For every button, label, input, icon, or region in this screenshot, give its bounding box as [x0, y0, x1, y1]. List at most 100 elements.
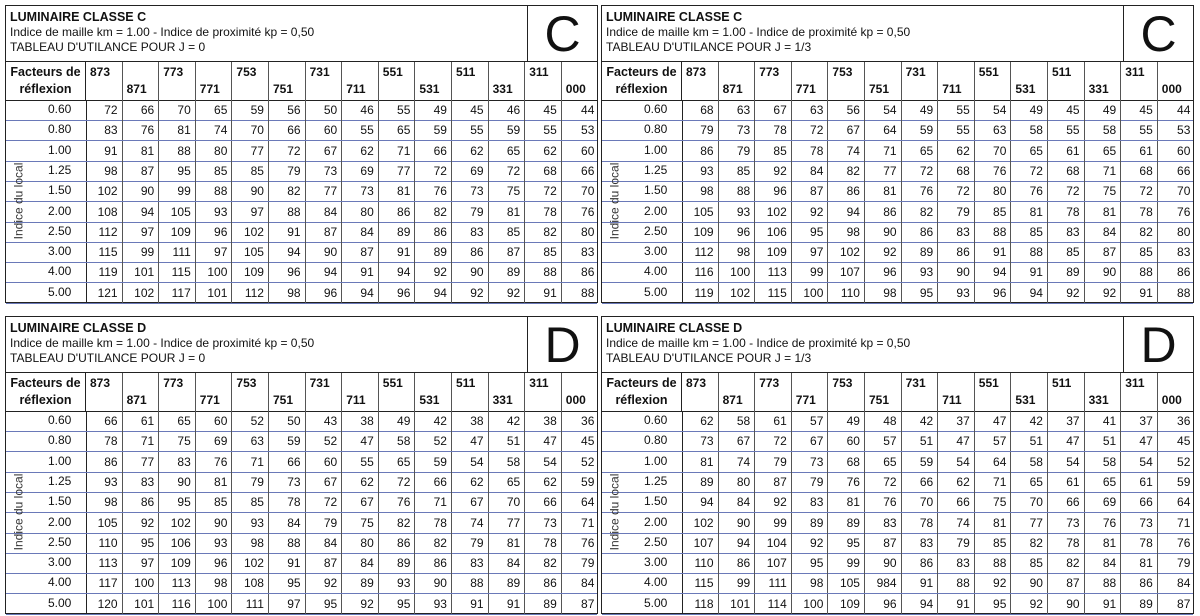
- table-cell: 85: [719, 160, 756, 181]
- table-cell: 99: [159, 181, 196, 202]
- table-cell: 72: [269, 140, 306, 161]
- table-cell: 61: [1048, 140, 1085, 161]
- room-index: 0.60: [48, 102, 72, 116]
- table-cell: 93: [196, 532, 233, 553]
- table-cell: 72: [755, 431, 792, 452]
- table-cell: 78: [1121, 532, 1158, 553]
- table-cell: 50: [306, 100, 343, 120]
- table-cell: 84: [269, 512, 306, 533]
- table-cell: 93: [902, 262, 939, 283]
- table-cell: 83: [938, 553, 975, 574]
- table-cell: 98: [86, 492, 123, 513]
- table-cell: 83: [1048, 221, 1085, 242]
- table-cell: 49: [415, 100, 452, 120]
- room-index: 0.60: [644, 413, 668, 427]
- table-cell: 56: [828, 100, 865, 120]
- column-header: 511: [452, 62, 489, 100]
- table-cell: 60: [828, 431, 865, 452]
- table-cell: 91: [452, 593, 489, 614]
- table-cell: 91: [1121, 282, 1158, 303]
- table-cell: 65: [379, 120, 416, 141]
- table-cell: 97: [792, 242, 829, 263]
- table-cell: 99: [828, 553, 865, 574]
- table-cell: 115: [86, 242, 123, 263]
- table-cell: 73: [269, 471, 306, 492]
- column-header: 771: [792, 62, 829, 100]
- table-cell: 74: [719, 451, 756, 472]
- table-cell: 63: [719, 100, 756, 120]
- table-cell: 90: [452, 262, 489, 283]
- table-cell: 72: [1121, 181, 1158, 202]
- table-cell: 117: [86, 573, 123, 594]
- column-header: 711: [342, 373, 379, 411]
- table-cell: 47: [1121, 431, 1158, 452]
- table-cell: 86: [415, 553, 452, 574]
- table-cell: 69: [1085, 492, 1122, 513]
- table-cell: 81: [159, 120, 196, 141]
- table-cell: 115: [755, 282, 792, 303]
- column-header: 873: [86, 373, 123, 411]
- table-cell: 92: [342, 593, 379, 614]
- table-cell: 76: [1177, 535, 1191, 550]
- table-cell: 80: [342, 532, 379, 553]
- table-cell: 81: [975, 512, 1012, 533]
- table-cell: 109: [682, 221, 719, 242]
- table-cell: 95: [902, 282, 939, 303]
- room-index: 1.25: [48, 473, 72, 488]
- luminaire-class-letter: D: [527, 317, 597, 373]
- table-cell: 82: [1121, 221, 1158, 242]
- table-cell: 77: [489, 512, 526, 533]
- table-header: LUMINAIRE CLASSE C Indice de maille km =…: [602, 6, 1123, 62]
- table-cell: 84: [342, 221, 379, 242]
- table-cell: 59: [415, 120, 452, 141]
- table-cell: 38: [525, 411, 562, 431]
- table-cell: 44: [581, 103, 595, 117]
- table-cell: 100: [196, 593, 233, 614]
- table-row: 4.00 119 101 115 100 109 96 94 91 94 92 90 89 88 86: [6, 262, 597, 284]
- table-cell: 78: [269, 492, 306, 513]
- table-cell: 59: [232, 100, 269, 120]
- table-cell: 71: [1085, 160, 1122, 181]
- side-label: Indice du local: [8, 411, 28, 613]
- table-cell: 65: [1085, 140, 1122, 161]
- table-cell: 109: [755, 242, 792, 263]
- room-index: 4.00: [644, 264, 668, 279]
- column-header: 751: [269, 62, 306, 100]
- table-cell: 38: [452, 411, 489, 431]
- table-cell: 89: [902, 242, 939, 263]
- table-cell: 82: [415, 201, 452, 222]
- table-cell: 72: [902, 160, 939, 181]
- table-j-label: TABLEAU D'UTILANCE POUR J = 0: [10, 351, 206, 365]
- table-row: 2.00 105 93 102 92 94 86 82 79 85 81 78 81 78 76: [602, 201, 1193, 223]
- table-row: 2.50 110 95 106 93 98 88 84 80 86 82 79 81 78 76: [6, 532, 597, 554]
- table-cell: 70: [489, 492, 526, 513]
- header-label-line-2: réflexion: [19, 82, 72, 96]
- room-index: 1.50: [644, 494, 668, 509]
- table-row: 1.50 98 88 96 87 86 81 76 72 80 76 72 75 72 70: [602, 181, 1193, 203]
- table-cell: 94: [828, 201, 865, 222]
- table-cell: 88: [525, 262, 562, 283]
- table-cell: 45: [1177, 434, 1191, 449]
- room-index: 5.00: [644, 595, 668, 610]
- table-cell: 94: [415, 282, 452, 303]
- table-cell: 54: [1121, 451, 1158, 472]
- table-cell: 92: [755, 160, 792, 181]
- table-cell: 64: [975, 451, 1012, 472]
- table-cell: 56: [269, 100, 306, 120]
- table-cell: 70: [581, 184, 595, 199]
- table-cell: 112: [682, 242, 719, 263]
- table-cell: 65: [865, 451, 902, 472]
- table-cell: 60: [581, 143, 595, 158]
- table-cell: 91: [525, 282, 562, 303]
- column-header: 871: [123, 62, 160, 100]
- table-cell: 88: [975, 553, 1012, 574]
- table-cell: 55: [525, 120, 562, 141]
- table-cell: 87: [581, 596, 595, 611]
- table-row: 0.80 73 67 72 67 60 57 51 47 57 51 47 51 47 45: [602, 431, 1193, 453]
- table-cell: 90: [123, 181, 160, 202]
- table-cell: 89: [379, 221, 416, 242]
- column-header: 331: [489, 373, 526, 411]
- table-cell: 79: [792, 471, 829, 492]
- side-label: Indice du local: [604, 100, 624, 302]
- table-cell: 105: [828, 573, 865, 594]
